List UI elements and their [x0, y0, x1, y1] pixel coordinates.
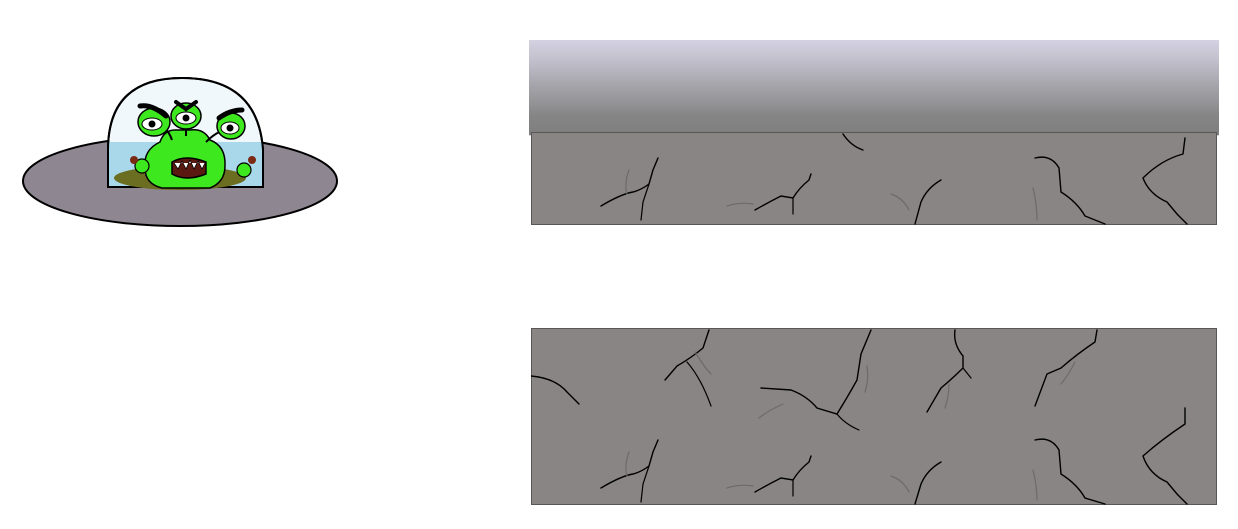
cave-ceiling-gradient — [529, 40, 1219, 135]
rock-wall-bottom — [531, 328, 1217, 505]
rock-cracks — [531, 329, 1188, 505]
alien-creature — [130, 100, 256, 189]
rock-cracks — [600, 133, 1188, 225]
alien-ufo-icon — [20, 70, 346, 235]
rock-wall-top — [531, 132, 1217, 225]
